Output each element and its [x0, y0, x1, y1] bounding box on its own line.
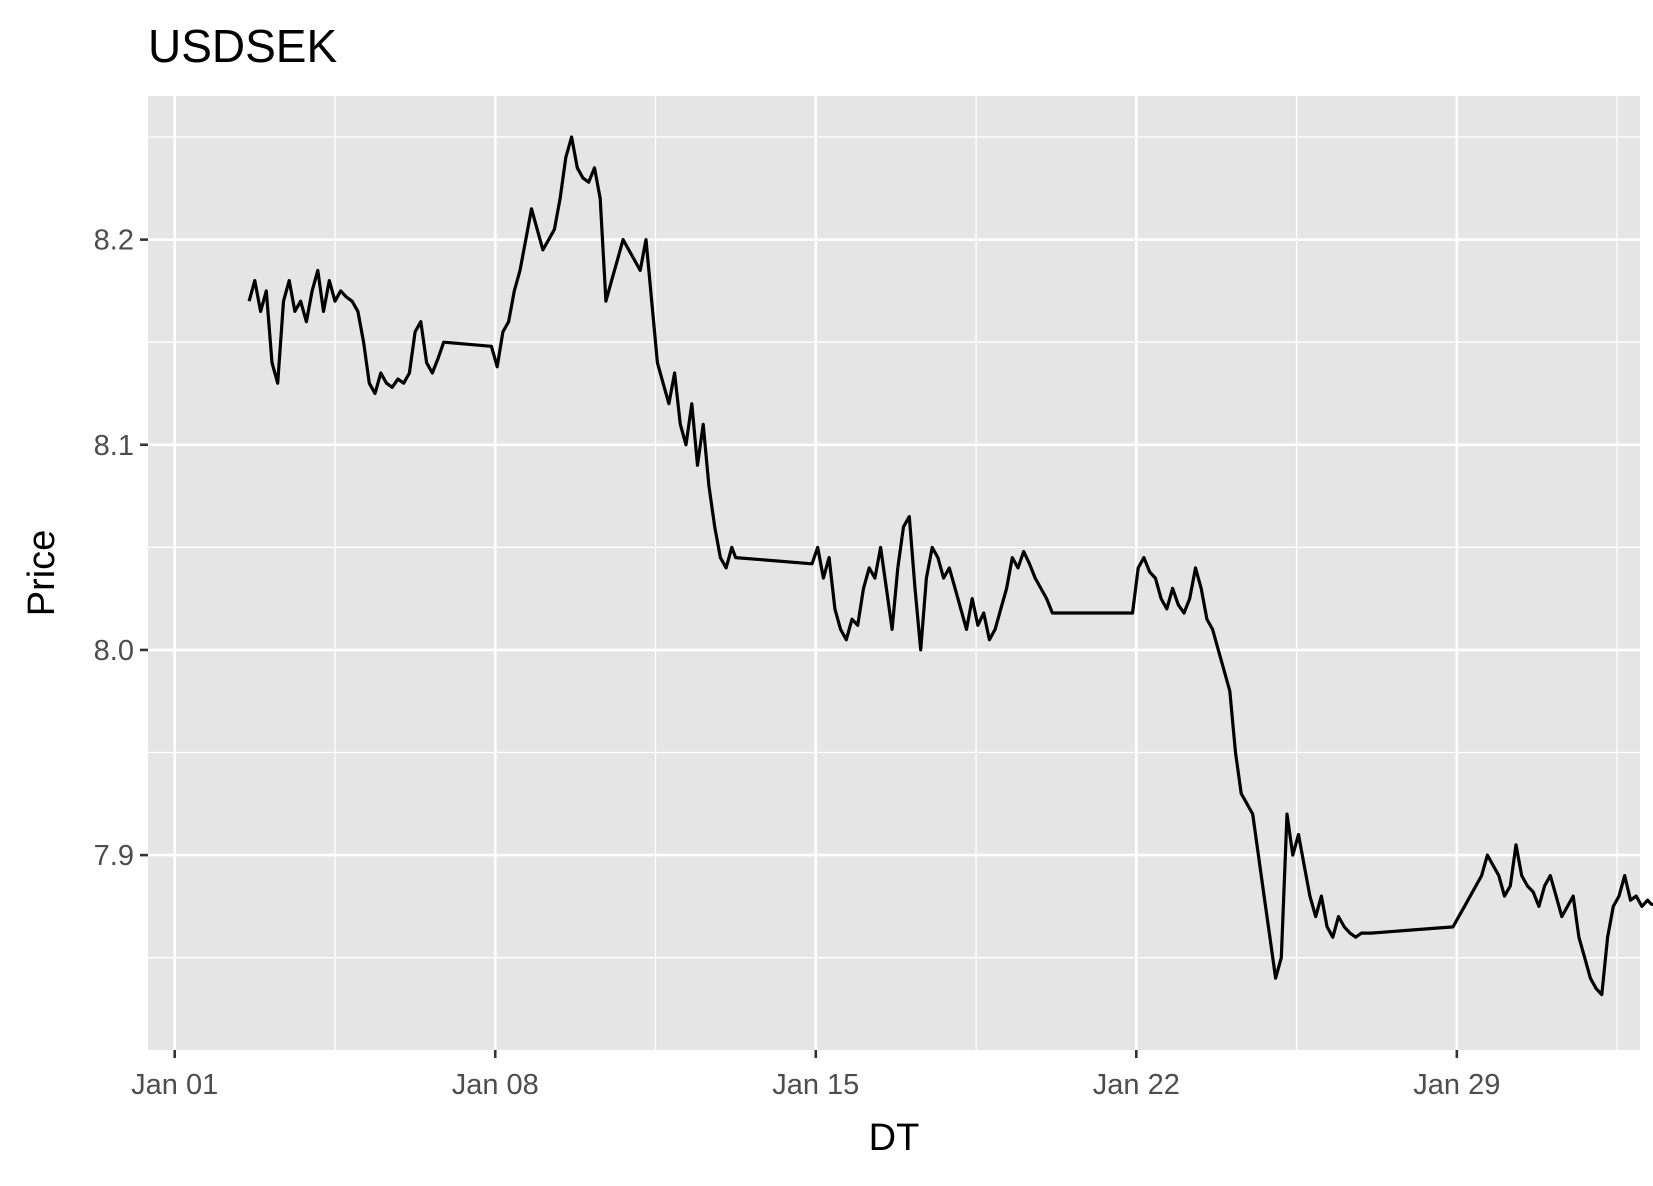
x-tick-label: Jan 08 — [452, 1069, 539, 1101]
y-axis-title: Price — [21, 530, 63, 617]
y-tick-label: 7.9 — [94, 840, 134, 872]
y-tick-label: 8.2 — [94, 225, 134, 257]
price-line — [247, 135, 1653, 997]
gridlines — [148, 96, 1640, 1050]
x-tick-label: Jan 22 — [1093, 1069, 1180, 1101]
x-tick-label: Jan 01 — [131, 1069, 218, 1101]
axes: 7.9 8.0 8.1 8.2 Jan 01 Jan 08 Jan 15 Jan 22 Jan … — [94, 225, 1501, 1101]
y-tick-label: 8.0 — [94, 635, 134, 667]
x-axis-title: DT — [869, 1117, 920, 1159]
plot-panel — [148, 96, 1640, 1050]
x-tick-label: Jan 15 — [772, 1069, 859, 1101]
series-layer — [247, 135, 1653, 997]
y-tick-label: 8.1 — [94, 430, 134, 462]
x-tick-label: Jan 29 — [1413, 1069, 1500, 1101]
chart-title: USDSEK — [148, 20, 337, 72]
